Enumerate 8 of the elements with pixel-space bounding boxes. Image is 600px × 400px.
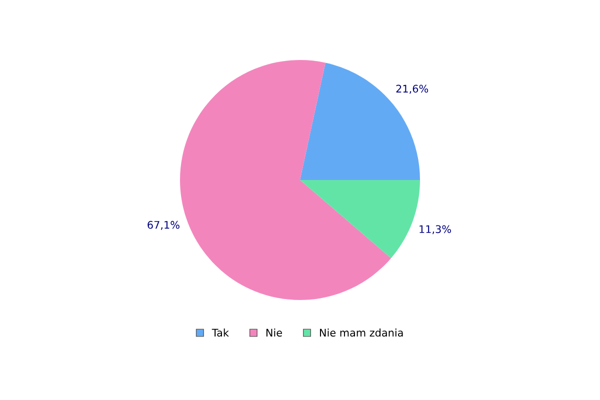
legend-label: Tak	[212, 328, 229, 337]
data-label: 11,3%	[420, 225, 451, 234]
data-label: 21,6%	[396, 84, 428, 94]
legend-label: Nie mam zdania	[320, 328, 403, 337]
legend-label: Nie	[266, 328, 282, 337]
pie-slice	[300, 180, 420, 258]
pie-slice	[180, 60, 392, 300]
data-label: 67,1%	[148, 220, 180, 230]
